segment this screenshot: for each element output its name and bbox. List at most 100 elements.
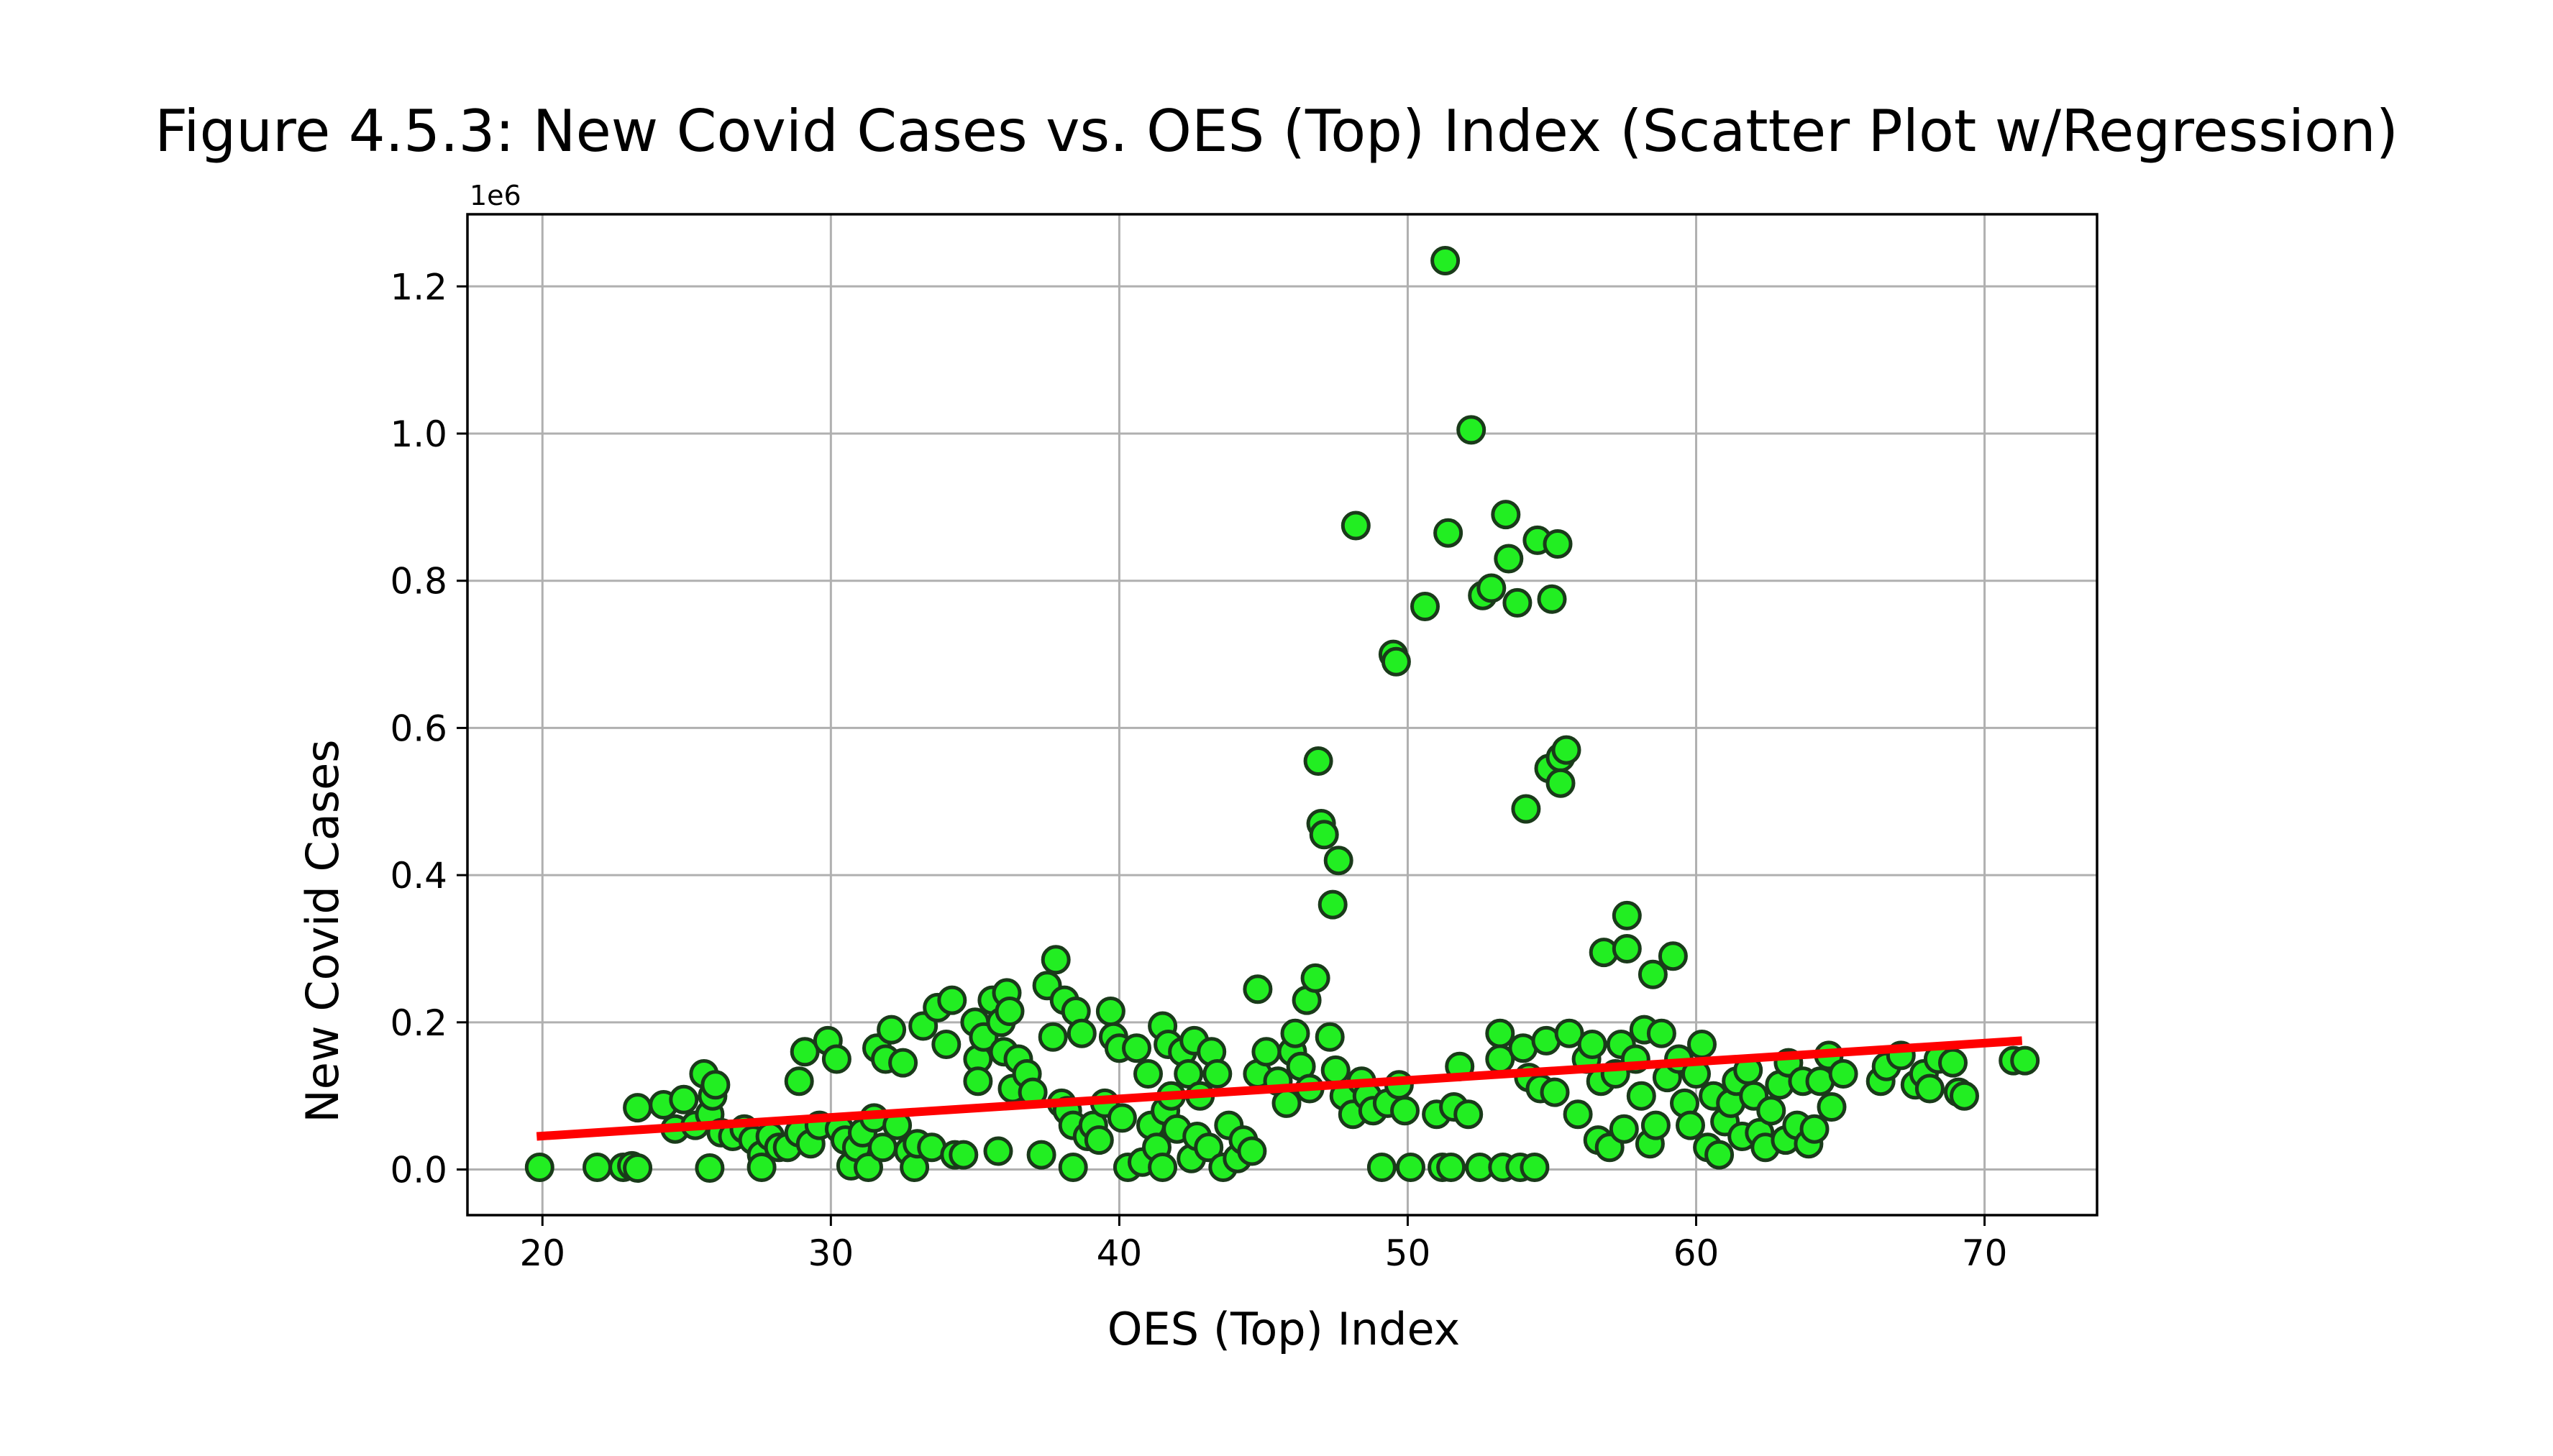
data-point <box>2010 1045 2040 1076</box>
data-point <box>1410 592 1440 621</box>
data-point <box>877 1015 907 1045</box>
data-point <box>1828 1059 1858 1089</box>
data-point <box>1756 1096 1786 1126</box>
data-point <box>1494 544 1524 574</box>
data-point <box>1646 1018 1676 1048</box>
y-tick-label: 0.2 <box>390 1002 447 1044</box>
data-point <box>1456 415 1486 445</box>
data-point <box>1704 1140 1735 1170</box>
data-point <box>1543 529 1573 559</box>
y-tick-label: 1.0 <box>390 413 447 455</box>
data-point <box>937 985 967 1015</box>
x-tick-label: 70 <box>1962 1232 2008 1274</box>
data-point <box>1038 1022 1068 1052</box>
plot-area-frame <box>466 213 2098 1217</box>
data-point <box>1237 1136 1267 1166</box>
data-point <box>524 1153 554 1182</box>
data-point <box>790 1037 820 1067</box>
data-point <box>669 1084 699 1114</box>
x-tick-label: 60 <box>1673 1232 1719 1274</box>
data-points <box>524 246 2040 1183</box>
data-point <box>1320 1055 1351 1085</box>
data-point <box>995 997 1025 1026</box>
data-point <box>1502 587 1533 618</box>
data-point <box>1540 1077 1570 1107</box>
data-point <box>1914 1073 1945 1104</box>
y-axis-offset-label: 1e6 <box>470 180 521 211</box>
data-point <box>1026 1140 1056 1170</box>
data-point <box>1658 941 1688 971</box>
data-point <box>1433 518 1463 548</box>
data-point <box>854 1153 883 1182</box>
data-point <box>1058 1153 1088 1182</box>
data-point <box>1476 573 1507 603</box>
data-point <box>1612 900 1642 930</box>
y-tick-label: 0.6 <box>390 708 447 749</box>
data-point <box>1341 510 1371 541</box>
data-point <box>746 1153 777 1182</box>
regression-line <box>536 1036 2023 1141</box>
x-tick-label: 30 <box>808 1232 854 1274</box>
data-point <box>1271 1088 1302 1118</box>
y-axis-label: New Covid Cases <box>296 739 349 1122</box>
data-point <box>623 1093 653 1123</box>
data-point <box>821 1044 851 1074</box>
data-point <box>1194 1132 1224 1163</box>
data-point <box>700 1070 731 1100</box>
x-axis-ticks: 20 30 40 50 60 70 <box>519 1215 2007 1274</box>
data-point <box>1084 1125 1114 1155</box>
data-point <box>1251 1037 1282 1067</box>
data-point <box>1676 1110 1705 1140</box>
data-point <box>1148 1153 1178 1182</box>
data-point <box>1511 794 1541 824</box>
data-point <box>695 1153 725 1183</box>
data-point <box>1300 963 1330 993</box>
data-point <box>784 1066 814 1096</box>
x-tick-label: 40 <box>1097 1232 1143 1274</box>
y-axis-ticks: 0.0 0.2 0.4 0.6 0.8 1.0 1.2 <box>390 266 467 1191</box>
data-point <box>1563 1099 1593 1130</box>
data-point <box>1323 846 1353 876</box>
x-axis-label: OES (Top) Index <box>1107 1303 1460 1355</box>
data-point <box>1640 1110 1671 1140</box>
data-point <box>1317 889 1348 920</box>
data-point <box>1315 1022 1345 1052</box>
data-point <box>1545 768 1576 798</box>
data-point <box>1122 1033 1151 1063</box>
data-point <box>1453 1099 1484 1130</box>
data-point <box>1430 246 1461 275</box>
data-point <box>949 1140 979 1170</box>
data-point <box>1551 735 1581 765</box>
data-point <box>1280 1018 1310 1048</box>
data-point <box>1202 1059 1233 1089</box>
y-tick-label: 0.0 <box>390 1150 447 1191</box>
data-point <box>963 1066 993 1096</box>
x-tick-label: 50 <box>1385 1232 1431 1274</box>
data-point <box>1938 1048 1968 1078</box>
y-tick-label: 0.4 <box>390 855 447 897</box>
data-point <box>1390 1096 1420 1126</box>
data-point <box>1520 1153 1550 1182</box>
data-point <box>1133 1059 1163 1089</box>
data-point <box>1041 945 1071 975</box>
data-point <box>1067 1018 1097 1048</box>
data-point <box>583 1153 612 1182</box>
data-point <box>1436 1153 1466 1182</box>
data-point <box>1554 1018 1584 1048</box>
x-tick-label: 20 <box>519 1232 565 1274</box>
data-point <box>1609 1114 1639 1144</box>
data-point <box>1309 820 1339 850</box>
data-point <box>1626 1081 1656 1111</box>
data-point <box>1381 646 1411 677</box>
data-point <box>983 1136 1013 1166</box>
data-point <box>1950 1081 1979 1111</box>
data-point <box>1491 500 1521 530</box>
data-point <box>888 1048 918 1078</box>
data-point <box>1638 959 1668 989</box>
y-tick-label: 1.2 <box>390 266 447 308</box>
data-point <box>1687 1030 1717 1059</box>
y-tick-label: 0.8 <box>390 561 447 603</box>
data-point <box>1817 1092 1847 1122</box>
data-point <box>1577 1030 1607 1059</box>
